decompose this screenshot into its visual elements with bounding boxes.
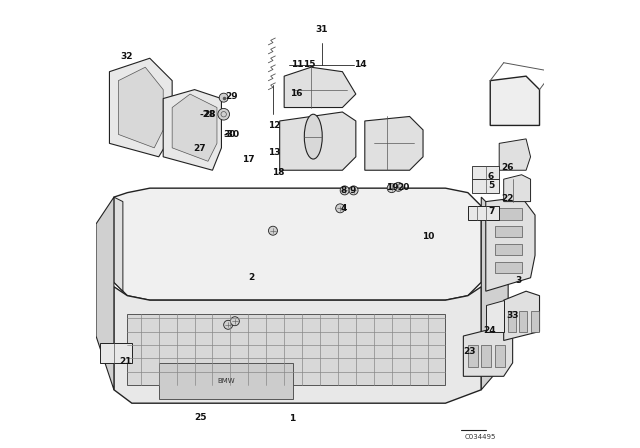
Bar: [495, 244, 522, 255]
Polygon shape: [172, 94, 217, 161]
Text: 28: 28: [204, 110, 216, 119]
Polygon shape: [468, 206, 499, 220]
Bar: [100, 343, 132, 363]
Text: 2: 2: [248, 273, 255, 282]
Polygon shape: [127, 314, 445, 385]
Polygon shape: [365, 116, 423, 170]
Polygon shape: [504, 175, 531, 202]
Bar: [468, 345, 477, 367]
Text: 7: 7: [488, 207, 494, 216]
Circle shape: [349, 186, 358, 195]
Text: BMW: BMW: [217, 378, 235, 384]
Text: 18: 18: [272, 168, 285, 177]
Text: 26: 26: [501, 163, 513, 172]
Bar: [495, 208, 522, 220]
Text: 11: 11: [291, 60, 303, 69]
Circle shape: [394, 182, 403, 191]
Text: 1: 1: [289, 414, 295, 423]
Circle shape: [387, 184, 396, 193]
Polygon shape: [504, 291, 540, 340]
Polygon shape: [481, 197, 508, 390]
Text: 13: 13: [269, 148, 281, 157]
Text: 21: 21: [119, 358, 132, 366]
Bar: [481, 345, 491, 367]
Text: C034495: C034495: [464, 434, 495, 440]
Polygon shape: [118, 67, 163, 148]
Circle shape: [336, 204, 345, 213]
Polygon shape: [490, 76, 540, 125]
Circle shape: [219, 93, 228, 102]
Text: -30: -30: [224, 130, 240, 139]
Text: 29: 29: [225, 92, 237, 101]
Text: 6: 6: [488, 172, 494, 181]
Text: 27: 27: [194, 144, 206, 153]
Polygon shape: [486, 197, 535, 291]
Polygon shape: [499, 139, 531, 170]
Polygon shape: [463, 327, 513, 376]
Polygon shape: [109, 58, 172, 157]
Text: 3: 3: [515, 276, 521, 284]
Polygon shape: [114, 188, 481, 300]
Text: 19: 19: [387, 183, 399, 192]
Text: 14: 14: [353, 60, 366, 69]
Circle shape: [224, 320, 233, 329]
Bar: [472, 166, 499, 179]
Circle shape: [230, 317, 239, 326]
Polygon shape: [284, 67, 356, 108]
Polygon shape: [280, 112, 356, 170]
Text: 5: 5: [488, 181, 494, 190]
Bar: [520, 311, 527, 332]
Text: 20: 20: [397, 183, 410, 192]
Polygon shape: [486, 300, 504, 332]
Text: 24: 24: [483, 326, 496, 335]
Polygon shape: [114, 197, 123, 291]
Text: 10: 10: [422, 232, 435, 241]
Circle shape: [218, 108, 230, 120]
Polygon shape: [114, 287, 481, 403]
Circle shape: [269, 226, 278, 235]
Text: 31: 31: [316, 25, 328, 34]
Circle shape: [340, 186, 349, 195]
Bar: [508, 311, 516, 332]
Text: 16: 16: [289, 89, 302, 98]
Text: 12: 12: [269, 121, 281, 130]
Text: 15: 15: [303, 60, 316, 69]
Text: 30: 30: [224, 130, 236, 139]
Ellipse shape: [305, 114, 323, 159]
Bar: [495, 226, 522, 237]
Text: 32: 32: [121, 52, 133, 60]
Text: 22: 22: [501, 194, 513, 203]
Text: 33: 33: [506, 311, 519, 320]
Bar: [531, 311, 539, 332]
Text: 25: 25: [195, 413, 207, 422]
Bar: [495, 345, 504, 367]
Text: 23: 23: [463, 347, 476, 356]
Text: 8: 8: [340, 186, 346, 195]
Polygon shape: [96, 197, 114, 390]
Polygon shape: [163, 90, 221, 170]
Text: 17: 17: [242, 155, 254, 164]
Text: 9: 9: [349, 186, 355, 195]
Bar: [495, 262, 522, 273]
Bar: [159, 363, 293, 399]
Text: -28: -28: [200, 110, 216, 119]
Bar: [472, 179, 499, 193]
Text: 4: 4: [340, 204, 346, 213]
